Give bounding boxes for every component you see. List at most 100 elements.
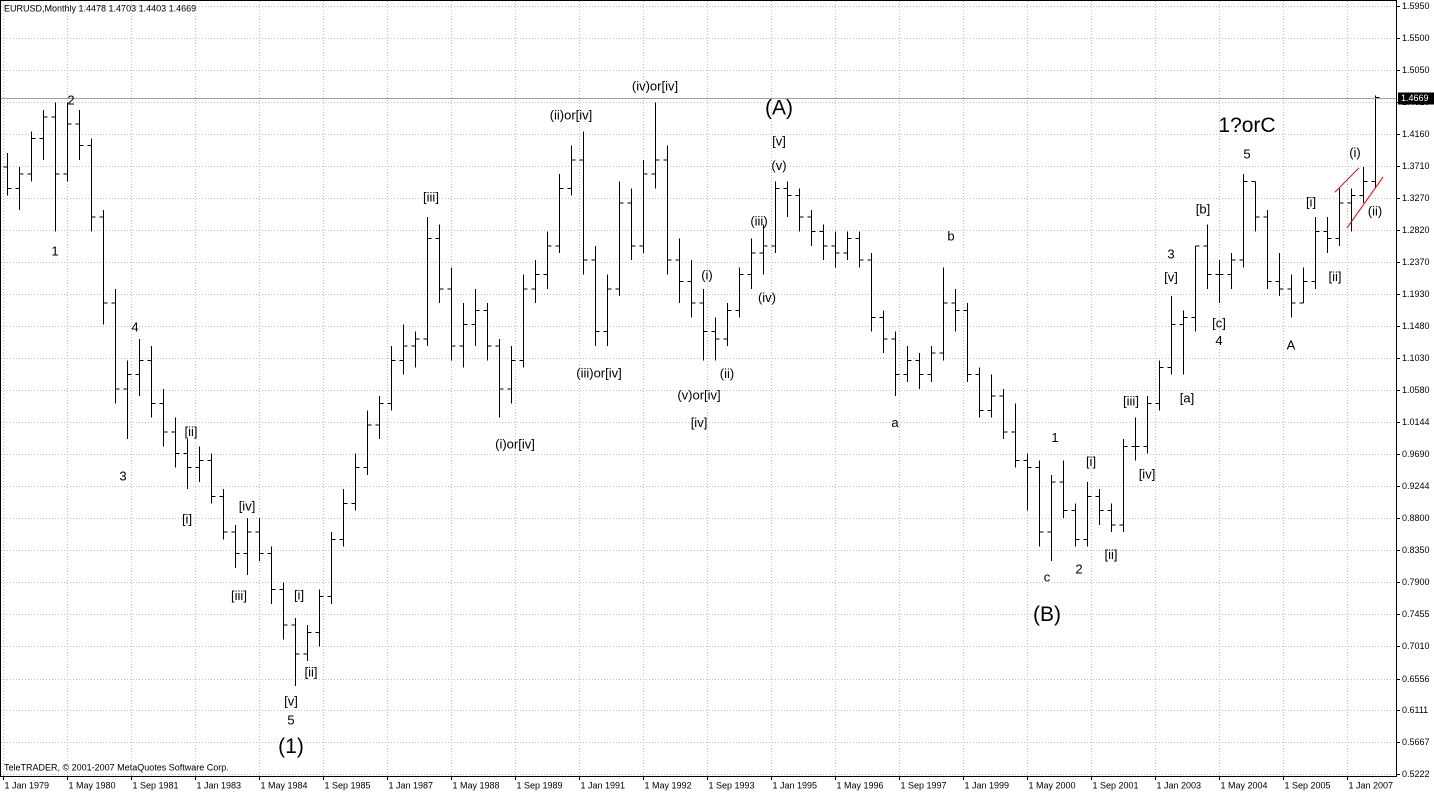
x-tick-label: 1 May 2000 [1029, 780, 1076, 790]
wave-label: (v) [771, 158, 786, 173]
wave-label: a [891, 415, 899, 430]
wave-label: (ii) [720, 366, 734, 381]
y-tick-label: 1.1480 [1402, 321, 1430, 331]
x-tick-label: 1 Jan 1983 [197, 780, 242, 790]
wave-label: [i] [294, 587, 304, 602]
grid [1, 1, 1400, 780]
wave-label: 1 [51, 244, 58, 259]
y-tick-label: 0.5667 [1402, 737, 1430, 747]
y-tick-label: 1.3710 [1402, 161, 1430, 171]
wave-label: c [1044, 569, 1051, 584]
wave-label: 4 [131, 320, 138, 335]
x-tick-label: 1 Jan 1995 [773, 780, 818, 790]
y-tick-label: 1.5500 [1402, 33, 1430, 43]
y-tick-label: 1.2370 [1402, 257, 1430, 267]
wave-label: 3 [1167, 247, 1174, 262]
y-tick-label: 0.8800 [1402, 513, 1430, 523]
chart-title: EURUSD,Monthly 1.4478 1.4703 1.4403 1.46… [4, 3, 196, 13]
trendline [1346, 176, 1384, 229]
x-tick-label: 1 Jan 1999 [965, 780, 1010, 790]
x-tick-label: 1 Jan 2003 [1157, 780, 1202, 790]
wave-label: 2 [67, 93, 74, 108]
x-tick-label: 1 Sep 1989 [517, 780, 563, 790]
y-tick-label: 1.1030 [1402, 353, 1430, 363]
y-tick-label: 1.2820 [1402, 225, 1430, 235]
marks [1, 95, 1396, 687]
x-tick-label: 1 Jan 2007 [1349, 780, 1394, 790]
wave-label: (i) [1349, 145, 1361, 160]
wave-label: (1) [278, 735, 304, 758]
wave-label: b [947, 229, 954, 244]
wave-label: 1 [1051, 430, 1058, 445]
wave-label: (B) [1033, 603, 1061, 626]
wave-label: 5 [1243, 146, 1250, 161]
wave-label: 3 [119, 468, 126, 483]
wave-label: (v)or[iv] [677, 388, 720, 403]
wave-label: (ii)or[iv] [550, 108, 593, 123]
wave-label: [v] [1164, 269, 1178, 284]
wave-label: [ii] [1329, 269, 1342, 284]
x-tick-label: 1 Sep 2001 [1093, 780, 1139, 790]
footer: TeleTRADER, © 2001-2007 MetaQuotes Softw… [4, 762, 229, 772]
wave-label: (iv)or[iv] [632, 78, 678, 93]
wave-label: [v] [284, 693, 298, 708]
wave-label: (A) [765, 97, 793, 120]
wave-label: (iv) [758, 290, 776, 305]
wave-label: (iii)or[iv] [576, 365, 622, 380]
wave-label: [ii] [185, 424, 198, 439]
y-tick-label: 1.3270 [1402, 193, 1430, 203]
y-tick-label: 1.0580 [1402, 385, 1430, 395]
wave-label: (i)or[iv] [495, 436, 535, 451]
x-tick-label: 1 Sep 1981 [133, 780, 179, 790]
x-tick-label: 1 May 1992 [645, 780, 692, 790]
y-tick-label: 1.5050 [1402, 65, 1430, 75]
y-tick-label: 0.7455 [1402, 609, 1430, 619]
y-tick-label: 0.6556 [1402, 674, 1430, 684]
wave-label: (iii) [750, 214, 767, 229]
wave-label: [v] [772, 133, 786, 148]
y-tick-label: 1.1930 [1402, 289, 1430, 299]
wave-label: [b] [1196, 201, 1210, 216]
wave-label: [iii] [1123, 393, 1139, 408]
x-tick-label: 1 Sep 1985 [325, 780, 371, 790]
x-tick-label: 1 Jan 1979 [5, 780, 50, 790]
wave-label: A [1287, 337, 1296, 352]
wave-label: [i] [182, 511, 192, 526]
y-tick-label: 1.0144 [1402, 417, 1430, 427]
y-tick-label: 0.8350 [1402, 545, 1430, 555]
wave-label: (i) [701, 267, 713, 282]
wave-label: 1?orC [1218, 114, 1275, 137]
x-tick-label: 1 May 1980 [69, 780, 116, 790]
wave-label: [iv] [239, 499, 256, 514]
x-tick-label: 1 May 1984 [261, 780, 308, 790]
wave-label: [c] [1212, 315, 1226, 330]
y-tick-label: 1.4160 [1402, 129, 1430, 139]
y-tick-label: 0.9244 [1402, 481, 1430, 491]
x-tick-label: 1 Sep 1997 [901, 780, 947, 790]
wave-label: 4 [1215, 333, 1222, 348]
wave-label: [a] [1180, 390, 1194, 405]
trendline [1334, 167, 1360, 193]
x-tick-label: 1 Jan 1991 [581, 780, 626, 790]
y-tick-label: 0.6111 [1402, 705, 1428, 715]
last-price-box [1398, 92, 1434, 105]
x-tick-label: 1 May 2004 [1221, 780, 1268, 790]
wave-label: (ii) [1368, 204, 1382, 219]
x-tick-label: 1 Sep 2005 [1285, 780, 1331, 790]
wave-label: [i] [1086, 454, 1096, 469]
wave-label: [ii] [1105, 547, 1118, 562]
x-tick-label: 1 Sep 1993 [709, 780, 755, 790]
y-tick-label: 0.7010 [1402, 641, 1430, 651]
x-tick-label: 1 May 1988 [453, 780, 500, 790]
x-tick-label: 1 May 1996 [837, 780, 884, 790]
wave-label: [iii] [423, 189, 439, 204]
wave-label: [i] [1306, 194, 1316, 209]
wave-label: 5 [287, 713, 294, 728]
y-tick-label: 0.9690 [1402, 449, 1430, 459]
wave-label: [ii] [305, 665, 318, 680]
y-tick-label: 0.5222 [1402, 769, 1430, 779]
y-tick-label: 0.7900 [1402, 577, 1430, 587]
y-tick-label: 1.5950 [1402, 1, 1430, 11]
